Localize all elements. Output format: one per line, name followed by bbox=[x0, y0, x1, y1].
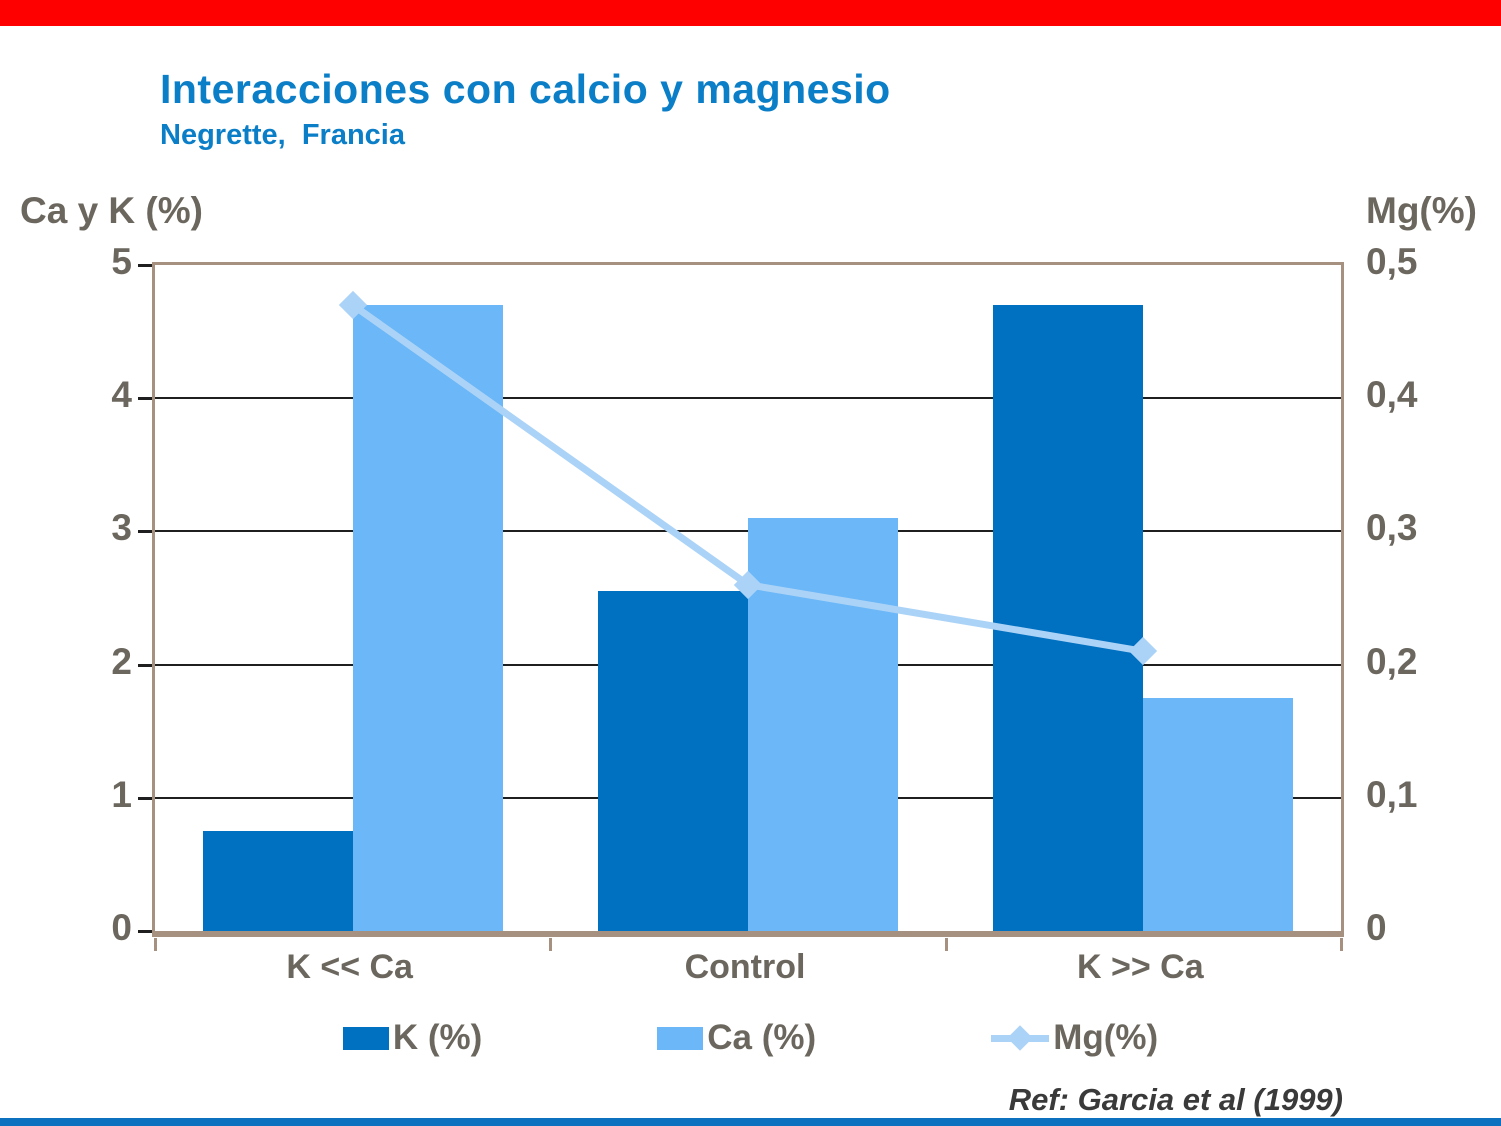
left-axis-tick-labels: 5 4 3 2 1 0 bbox=[40, 241, 132, 948]
left-axis-tick-mark bbox=[138, 796, 152, 800]
legend-diamond-icon bbox=[1007, 1025, 1033, 1051]
left-axis-tick-mark bbox=[138, 930, 152, 933]
left-axis-tick-label: 3 bbox=[111, 507, 132, 549]
right-axis-tick-label: 0 bbox=[1366, 907, 1387, 948]
bar-K-1 bbox=[202, 831, 353, 931]
right-axis-title: Mg(%) bbox=[1366, 190, 1477, 231]
bottom-axis-tick-mark bbox=[549, 938, 553, 951]
right-axis-tick-labels: 0,5 0,4 0,3 0,2 0,1 0 bbox=[1366, 241, 1476, 948]
right-axis-tick-label: 0,5 bbox=[1366, 241, 1418, 282]
left-axis-tick-mark bbox=[138, 530, 152, 534]
left-axis-tick-label: 1 bbox=[111, 773, 132, 815]
legend-label: Mg(%) bbox=[1053, 1018, 1159, 1057]
category-label: Control bbox=[684, 948, 806, 986]
legend-item-Ca: Ca (%) bbox=[657, 1018, 816, 1058]
legend-label: K (%) bbox=[392, 1018, 483, 1057]
left-axis-tick-label: 5 bbox=[111, 241, 132, 282]
chart-subtitle: Negrette, Francia bbox=[160, 119, 405, 151]
bar-Ca-1 bbox=[352, 304, 503, 931]
chart-title: Interacciones con calcio y magnesio bbox=[160, 66, 891, 112]
bottom-axis-tick-mark bbox=[154, 938, 157, 951]
legend-item-K: K (%) bbox=[342, 1018, 483, 1058]
bar-K-2 bbox=[597, 591, 748, 931]
legend-label: Ca (%) bbox=[707, 1018, 817, 1057]
bottom-accent-bar bbox=[0, 1118, 1501, 1126]
gridline bbox=[155, 397, 1341, 400]
legend-bar-swatch-icon bbox=[342, 1026, 389, 1050]
bar-Ca-3 bbox=[1143, 697, 1294, 931]
left-axis-tick-label: 4 bbox=[111, 374, 132, 416]
category-label: K >> Ca bbox=[1077, 948, 1204, 986]
left-axis-tick-label: 0 bbox=[111, 907, 132, 948]
left-axis-tick-label: 2 bbox=[111, 640, 132, 682]
reference-text: Ref: Garcia et al (1999) bbox=[1008, 1082, 1343, 1117]
left-axis-title: Ca y K (%) bbox=[20, 190, 203, 231]
legend-line-marker-icon bbox=[991, 1025, 1050, 1051]
left-axis-tick-mark bbox=[138, 397, 152, 401]
right-axis-tick-label: 0,2 bbox=[1366, 640, 1418, 682]
plot-area bbox=[138, 262, 1344, 951]
left-axis-tick-mark bbox=[138, 663, 152, 667]
left-axis-tick-mark bbox=[138, 264, 152, 267]
legend-item-Mg: Mg(%) bbox=[991, 1018, 1158, 1058]
mg-line bbox=[353, 305, 1144, 651]
header: Interacciones con calcio y magnesio Negr… bbox=[160, 66, 891, 152]
top-accent-bar bbox=[0, 0, 1501, 26]
bar-K-3 bbox=[993, 304, 1144, 931]
right-axis-tick-label: 0,1 bbox=[1366, 773, 1418, 815]
right-axis-tick-label: 0,4 bbox=[1366, 374, 1418, 416]
right-axis-tick-label: 0,3 bbox=[1366, 507, 1418, 549]
legend-bar-swatch-icon bbox=[657, 1026, 704, 1050]
legend: K (%) Ca (%) Mg(%) bbox=[0, 1018, 1501, 1058]
category-label: K << Ca bbox=[286, 948, 413, 986]
bottom-axis-tick-mark bbox=[1340, 938, 1343, 951]
category-axis-labels: K << Ca Control K >> Ca bbox=[152, 948, 1338, 992]
bottom-axis-tick-mark bbox=[944, 938, 948, 951]
